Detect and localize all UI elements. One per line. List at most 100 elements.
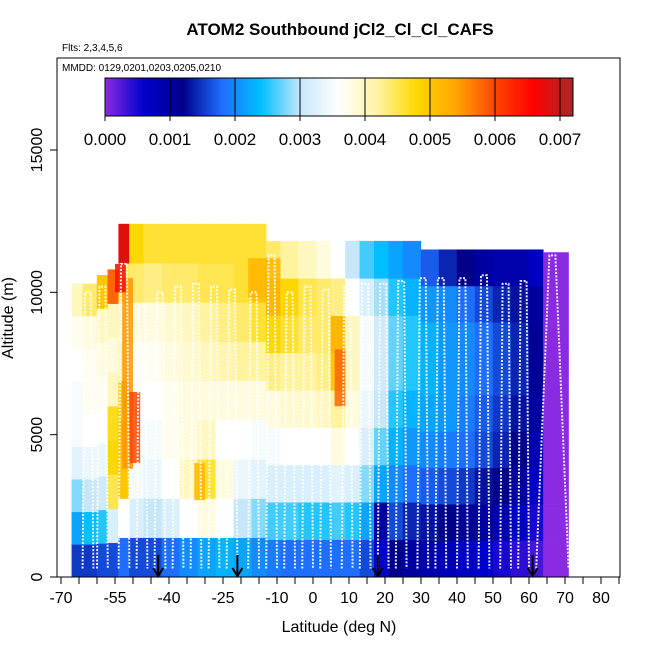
y-axis: 0 5000 10000 15000 [29,128,58,581]
heatmap-cell [298,464,317,503]
heatmap-cell [266,464,281,503]
heatmap-cell [388,390,404,428]
heatmap-hotspot [115,263,126,293]
heatmap-cell [71,381,83,415]
heatmap-cell [528,249,544,287]
flight-track [535,254,570,569]
heatmap-cell [474,358,494,396]
heatmap-cell [71,316,83,350]
heatmap-cell [266,539,281,578]
heatmap-cell [251,380,267,421]
heatmap-cell [345,240,360,279]
heatmap-cell [107,303,119,339]
heatmap-cell [298,315,317,354]
heatmap-cell [402,240,422,279]
heatmap-cell [197,223,217,264]
heatmap-cell [474,249,494,287]
heatmap-cell [330,539,346,578]
heatmap-cell [456,467,476,505]
x-tick-label: 10 [340,590,358,607]
heatmap-cell [82,544,98,578]
heatmap-cell [129,223,144,264]
heatmap-cell [374,240,389,279]
heatmap-cells [71,223,569,578]
arrow-head [152,567,165,578]
flight-track [456,277,469,569]
y-tick-label: 15000 [29,128,46,173]
arrow-head [526,567,539,578]
y-tick-label: 10000 [29,270,46,315]
x-tick-label: -10 [265,590,288,607]
heatmap-cell [107,440,119,475]
heatmap-cell [71,544,83,578]
x-axis: -70 -55 -40 -25 -10 0 10 20 30 40 50 60 70 80 [49,576,620,607]
heatmap-cell [438,322,458,359]
flight-track [153,291,167,569]
heatmap-cell [543,324,569,361]
heatmap-cell [316,502,332,540]
heatmap-cell [438,285,458,323]
heatmap-cell [528,504,544,541]
heatmap-cell [438,358,458,396]
heatmap-cell [528,358,544,396]
heatmap-cell [161,302,181,342]
heatmap-cell [280,390,299,428]
colorbar-tick-label: 0.003 [279,130,322,149]
arrow-markers [152,555,539,578]
heatmap-cell [215,302,235,342]
heatmap-cell [266,502,281,540]
heatmap-cell [251,223,267,264]
heatmap-cell [96,543,109,578]
colorbar-tick-label: 0.007 [539,130,582,149]
heatmap-cell [71,511,83,545]
heatmap-cell [298,352,317,391]
heatmap-cell [107,474,119,509]
heatmap-cell [197,302,217,342]
x-tick-label: -55 [103,590,126,607]
heatmap-cell [359,464,375,503]
heatmap-cell [543,504,569,542]
heatmap-cell [420,249,440,287]
flight-track [394,279,408,569]
heatmap-cell [330,240,346,279]
heatmap-cell [474,394,494,432]
x-tick-label: -40 [157,590,180,607]
heatmap-cell [420,285,440,323]
heatmap-cell [316,240,332,279]
heatmap-cell [143,223,163,264]
heatmap-cell [143,302,163,342]
heatmap-cell [492,540,512,578]
heatmap-cell [107,406,119,441]
flight-track [301,285,314,569]
heatmap-cell [280,502,299,540]
heatmap-cell [179,537,199,578]
heatmap-cell [510,504,530,541]
x-tick-label: 30 [412,590,430,607]
heatmap-cell [345,278,360,316]
x-tick-label: 0 [309,590,318,607]
heatmap-cell [280,539,299,578]
y-tick-label: 5000 [29,417,46,453]
y-axis-label: Altitude (m) [0,277,17,359]
heatmap-cell [96,509,109,544]
heatmap-cell [316,464,332,503]
heatmap-cell [474,431,494,469]
flight-track [189,282,203,569]
colorbar-gradient [104,77,574,117]
flight-track [81,291,95,569]
heatmap-hotspot [334,349,346,407]
flight-track [117,262,131,569]
heatmap-cell [345,390,360,428]
colorbar-tick-label: 0.000 [84,130,127,149]
chart-title: ATOM2 Southbound jCl2_Cl_Cl_CAFS [186,20,493,39]
flight-track [96,285,109,569]
x-tick-label: 20 [376,590,394,607]
flight-track [517,279,530,569]
heatmap-cell [280,278,299,316]
heatmap-cell [543,540,569,578]
heatmap-hotspot [248,258,281,299]
heatmap-cell [359,427,375,466]
heatmap-cell [197,263,217,303]
heatmap-cell [316,539,332,578]
x-tick-label: 60 [520,590,538,607]
